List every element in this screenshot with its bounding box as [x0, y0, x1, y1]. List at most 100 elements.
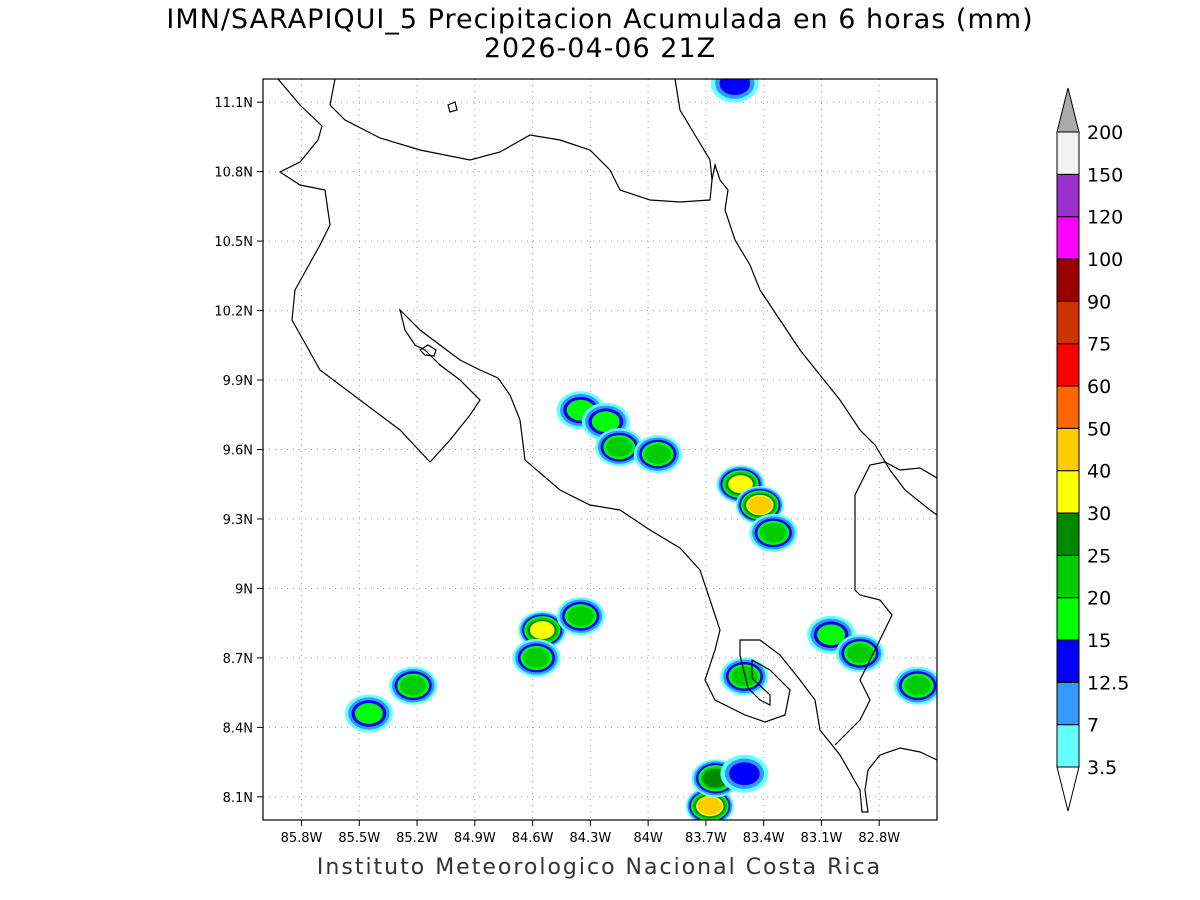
- precip-cell: [720, 657, 769, 696]
- colorbar-segment: [1056, 470, 1080, 514]
- nicaragua-lake-shore: [329, 79, 937, 516]
- precip-contour: [399, 675, 427, 696]
- colorbar-segment: [1056, 512, 1080, 556]
- precip-contour: [523, 648, 550, 668]
- precip-cell: [633, 435, 682, 474]
- lon-tick-label: 83.4W: [743, 831, 785, 846]
- precip-cell: [893, 666, 937, 705]
- colorbar-segment: [1056, 173, 1080, 218]
- lake-island: [447, 101, 458, 113]
- map-subtitle: 2026-04-06 21Z: [483, 33, 717, 64]
- precip-cell: [389, 666, 438, 705]
- colorbar-segment: [1056, 131, 1080, 175]
- precip-cell: [556, 597, 605, 636]
- lon-tick-label: 84.9W: [454, 831, 496, 846]
- precip-cell: [710, 79, 759, 103]
- colorbar-segment: [1056, 300, 1080, 345]
- colorbar-label: 20: [1087, 588, 1111, 610]
- colorbar-label: 12.5: [1087, 672, 1129, 694]
- precip-cell: [835, 634, 884, 673]
- precip-cell: [556, 391, 605, 430]
- colorbar-segment: [1056, 343, 1080, 387]
- precipitation-field: [344, 79, 937, 820]
- map-title: IMN/SARAPIQUI_5 Precipitacion Acumulada …: [166, 4, 1034, 35]
- lat-tick-label: 9.9N: [223, 374, 253, 389]
- colorbar-label: 50: [1087, 418, 1111, 440]
- colorbar-segment: [1056, 681, 1080, 726]
- colorbar-label: 40: [1087, 461, 1111, 483]
- lon-tick-label: 85.5W: [338, 831, 380, 846]
- precip-contour: [729, 762, 760, 786]
- colorbar-segment: [1056, 258, 1080, 302]
- colorbar-segment: [1056, 597, 1080, 641]
- colorbar-label: 25: [1087, 545, 1111, 567]
- lat-tick-label: 9N: [235, 582, 253, 597]
- precip-contour: [354, 703, 383, 724]
- precip-contour: [606, 437, 633, 457]
- colorbar-segment: [1056, 385, 1080, 429]
- gulf-island: [419, 344, 437, 357]
- lat-tick-label: 10.8N: [214, 166, 253, 181]
- precip-contour: [846, 643, 874, 664]
- colorbar-segment: [1056, 554, 1080, 599]
- precip-contour: [731, 666, 758, 687]
- colorbar-segment: [1056, 724, 1080, 768]
- precip-cell: [512, 638, 561, 677]
- colorbar-segment: [1056, 216, 1080, 260]
- precip-cell: [749, 513, 798, 552]
- lat-tick-label: 8.4N: [223, 721, 253, 736]
- lat-tick-label: 10.2N: [214, 305, 253, 320]
- lon-tick-label: 85.8W: [281, 831, 323, 846]
- colorbar-segment: [1056, 427, 1080, 472]
- colorbar-label: 120: [1087, 207, 1123, 229]
- precip-contour: [591, 411, 620, 433]
- colorbar: 3.5 7 12.5 15 20 25 30 40 50 60 75 90 100 120 150 200: [1056, 87, 1129, 812]
- precip-contour: [817, 624, 846, 646]
- precip-contour: [529, 621, 555, 640]
- coastline-borders: [277, 79, 937, 813]
- lon-tick-label: 84.6W: [512, 831, 554, 846]
- precip-contour: [747, 496, 772, 514]
- colorbar-segment: [1056, 639, 1080, 683]
- lon-tick-label: 84W: [633, 831, 663, 846]
- lon-tick-label: 84.3W: [569, 831, 611, 846]
- lat-tick-label: 8.7N: [223, 652, 253, 667]
- precip-contour: [697, 797, 722, 815]
- lat-tick-label: 11.1N: [214, 96, 253, 111]
- lat-tick-label: 9.6N: [223, 444, 253, 459]
- lat-tick-label: 8.1N: [223, 791, 253, 806]
- nicaragua-coast-north: [277, 79, 937, 813]
- colorbar-label: 200: [1087, 122, 1123, 144]
- colorbar-label: 3.5: [1087, 757, 1117, 779]
- lat-tick-label: 10.5N: [214, 235, 253, 250]
- colorbar-top-triangle: [1056, 87, 1080, 133]
- colorbar-label: 100: [1087, 249, 1123, 271]
- lon-tick-label: 82.8W: [858, 831, 900, 846]
- caribbean-coast: [674, 79, 713, 181]
- colorbar-label: 150: [1087, 164, 1123, 186]
- colorbar-bottom-triangle: [1056, 766, 1080, 812]
- precip-contour: [904, 675, 931, 696]
- colorbar-label: 30: [1087, 503, 1111, 525]
- colorbar-label: 60: [1087, 376, 1111, 398]
- precip-contour: [644, 444, 672, 464]
- precip-contour: [719, 79, 751, 96]
- precip-cell: [581, 402, 630, 441]
- precip-cell: [595, 428, 644, 467]
- lat-tick-label: 9.3N: [223, 513, 253, 528]
- precip-cell: [720, 754, 769, 793]
- credit-footer: Instituto Meteorologico Nacional Costa R…: [316, 855, 883, 880]
- precip-cell: [735, 486, 784, 525]
- panama-border: [834, 461, 937, 746]
- map-axes: 85.8W 85.5W 85.2W 84.9W 84.6W 84.3W 84W 83.7W 83…: [214, 96, 900, 846]
- precip-contour: [567, 606, 594, 626]
- colorbar-label: 75: [1087, 334, 1111, 356]
- colorbar-label: 15: [1087, 630, 1111, 652]
- precip-contour: [760, 523, 787, 543]
- lon-tick-label: 83.7W: [685, 831, 727, 846]
- precip-contour: [728, 475, 753, 494]
- colorbar-label: 7: [1087, 715, 1099, 737]
- colorbar-label: 90: [1087, 291, 1111, 313]
- precip-cell: [344, 694, 393, 733]
